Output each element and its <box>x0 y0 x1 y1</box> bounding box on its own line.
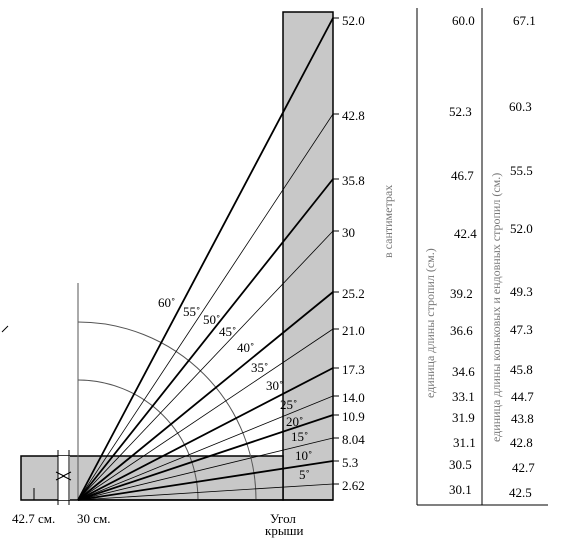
height-tick-label: 10.9 <box>342 409 365 424</box>
angle-ray <box>77 291 334 501</box>
hip-value: 49.3 <box>510 284 533 299</box>
height-tick-label: 42.8 <box>342 108 365 123</box>
rafter-value: 30.1 <box>449 482 472 497</box>
hip-value: 44.7 <box>511 389 534 404</box>
angle-label: 55˚ <box>183 304 200 319</box>
height-tick-label: 8.04 <box>342 432 365 447</box>
hip-value: 60.3 <box>509 99 532 114</box>
height-tick-label: 30 <box>342 225 355 240</box>
hip-value: 67.1 <box>513 13 536 28</box>
hip-value: 55.5 <box>510 163 533 178</box>
break-mark <box>55 471 72 481</box>
height-tick-label: 17.3 <box>342 362 365 377</box>
angle-ray <box>77 395 334 501</box>
angle-label: 30˚ <box>266 378 283 393</box>
roof-angle-label: крыши <box>265 523 304 538</box>
rafter-value: 30.5 <box>449 457 472 472</box>
angle-label: 35˚ <box>251 360 268 375</box>
run-label: 30 см. <box>77 511 111 526</box>
rafter-value: 31.1 <box>453 435 476 450</box>
angle-label: 60˚ <box>158 295 175 310</box>
rafter-value: 42.4 <box>454 226 477 241</box>
hip-value: 43.8 <box>511 411 534 426</box>
left-edge-mark <box>1 325 9 333</box>
height-tick-label: 2.62 <box>342 478 365 493</box>
angle-ray <box>77 178 334 501</box>
hip-value: 52.0 <box>510 221 533 236</box>
angle-ray <box>77 483 334 501</box>
rafter-value: 39.2 <box>450 286 473 301</box>
angle-label: 50˚ <box>203 312 220 327</box>
roof-angle-label: Угол <box>270 511 296 526</box>
overhang-label: 42.7 см. <box>12 511 55 526</box>
height-tick-label: 52.0 <box>342 13 365 28</box>
hip-value: 42.8 <box>510 435 533 450</box>
angle-label: 10˚ <box>295 448 312 463</box>
height-tick-label: 35.8 <box>342 173 365 188</box>
rafter-value: 33.1 <box>452 389 475 404</box>
angle-label: 20˚ <box>286 414 303 429</box>
overhang-break <box>58 456 70 500</box>
hip-value: 45.8 <box>510 362 533 377</box>
angle-label: 15˚ <box>291 429 308 444</box>
height-ticks <box>333 17 339 485</box>
angle-rays <box>77 17 334 501</box>
angle-label: 25˚ <box>280 397 297 412</box>
height-axis-label: в сантиметрах <box>381 185 395 258</box>
arc-inner <box>77 379 199 501</box>
rafter-length-header: единица длины стропил (см.) <box>423 248 437 398</box>
rafter-value: 36.6 <box>450 323 473 338</box>
angle-ray <box>77 230 334 501</box>
angle-ray <box>77 414 334 501</box>
rafter-value: 60.0 <box>452 13 475 28</box>
rafter-value: 46.7 <box>451 168 474 183</box>
angle-ray <box>77 328 334 501</box>
angle-ray <box>77 367 334 501</box>
arc-outer <box>77 321 257 501</box>
angle-ray <box>77 113 334 501</box>
angle-label: 5˚ <box>299 467 310 482</box>
hip-value: 42.5 <box>509 485 532 500</box>
height-tick-label: 14.0 <box>342 390 365 405</box>
rafter-value: 52.3 <box>449 104 472 119</box>
height-tick-label: 5.3 <box>342 455 358 470</box>
angle-ray <box>77 460 334 501</box>
rafter-value: 31.9 <box>452 410 475 425</box>
angle-ray <box>77 17 334 501</box>
height-tick-label: 25.2 <box>342 286 365 301</box>
angle-label: 40˚ <box>237 340 254 355</box>
hip-rafter-length-header: единица длины коньковых и ендовных строп… <box>489 173 503 442</box>
angle-ray <box>77 437 334 501</box>
rafter-value: 34.6 <box>452 364 475 379</box>
angle-label: 45˚ <box>219 324 236 339</box>
hip-value: 47.3 <box>510 322 533 337</box>
height-tick-label: 21.0 <box>342 323 365 338</box>
hip-value: 42.7 <box>512 460 535 475</box>
